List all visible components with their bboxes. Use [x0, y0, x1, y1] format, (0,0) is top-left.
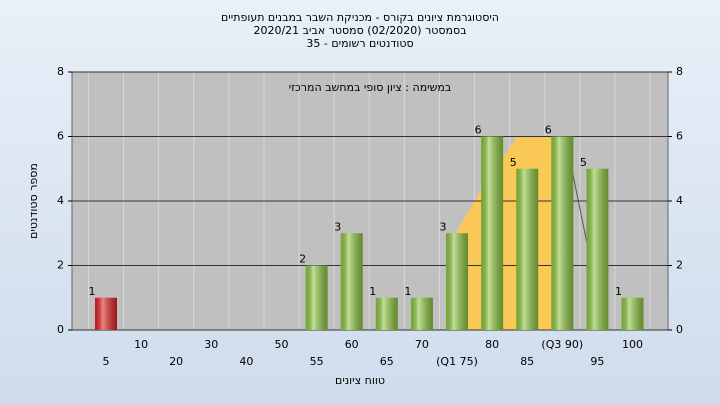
x-tick-label: 100 — [622, 338, 643, 351]
y2-tick-label: 2 — [676, 259, 683, 272]
data-label: 5 — [510, 156, 517, 169]
x-tick-label: 10 — [134, 338, 148, 351]
data-label: 3 — [334, 220, 341, 233]
bar-shade — [340, 233, 363, 330]
y2-tick-label: 0 — [676, 323, 683, 336]
x-tick-label: 30 — [204, 338, 218, 351]
data-label: 6 — [475, 124, 482, 137]
chart-subtitle: סטודנטים רשומים - 35 — [306, 37, 413, 50]
x-tick-label: 5 — [103, 355, 110, 368]
chart-subtitle: בסמסטר (02/2020) סמסטר אביב 2020/21 — [253, 24, 466, 37]
y2-tick-label: 6 — [676, 130, 683, 143]
annotation: במשימה : ציון סופי במחשב המרכזי — [289, 81, 452, 94]
y2-tick-label: 4 — [676, 194, 683, 207]
x-tick-label: (Q3 90) — [541, 338, 583, 351]
data-label: 1 — [89, 285, 96, 298]
chart-title: היסטוגרמת ציונים בקורס - מכניקת השבר במב… — [221, 11, 499, 24]
bar-shade — [446, 233, 468, 330]
data-label: 5 — [580, 156, 587, 169]
bar-shade — [305, 265, 328, 330]
y2-tick-label: 8 — [676, 65, 683, 78]
data-label: 6 — [545, 124, 552, 137]
x-tick-label: 20 — [169, 355, 183, 368]
x-tick-label: 40 — [239, 355, 253, 368]
y-tick-label: 6 — [57, 130, 64, 143]
bar-shade — [586, 168, 609, 330]
y-tick-label: 4 — [57, 194, 64, 207]
x-tick-label: 80 — [485, 338, 499, 351]
y-tick-label: 0 — [57, 323, 64, 336]
y-tick-label: 2 — [57, 259, 64, 272]
data-label: 3 — [440, 220, 447, 233]
bar-shade — [375, 297, 398, 330]
bar-shade — [621, 297, 644, 330]
y-axis-label: מספר סטודנטים — [27, 163, 40, 239]
y-tick-label: 8 — [57, 65, 64, 78]
data-label: 1 — [404, 285, 411, 298]
x-axis-label: טווח ציונים — [335, 374, 385, 387]
bar-shade — [95, 297, 117, 330]
bar-shade — [410, 297, 433, 330]
x-tick-label: 85 — [520, 355, 534, 368]
data-label: 1 — [615, 285, 622, 298]
x-tick-label: 60 — [345, 338, 359, 351]
x-tick-label: 95 — [590, 355, 604, 368]
x-tick-label: 65 — [380, 355, 394, 368]
bar-shade — [481, 136, 504, 330]
x-tick-label: 70 — [415, 338, 429, 351]
x-tick-label: (Q1 75) — [436, 355, 478, 368]
bar-shade — [516, 168, 539, 330]
x-tick-label: 55 — [310, 355, 324, 368]
x-tick-label: 50 — [275, 338, 289, 351]
data-label: 1 — [369, 285, 376, 298]
bar-shade — [551, 136, 574, 330]
data-label: 2 — [299, 253, 306, 266]
